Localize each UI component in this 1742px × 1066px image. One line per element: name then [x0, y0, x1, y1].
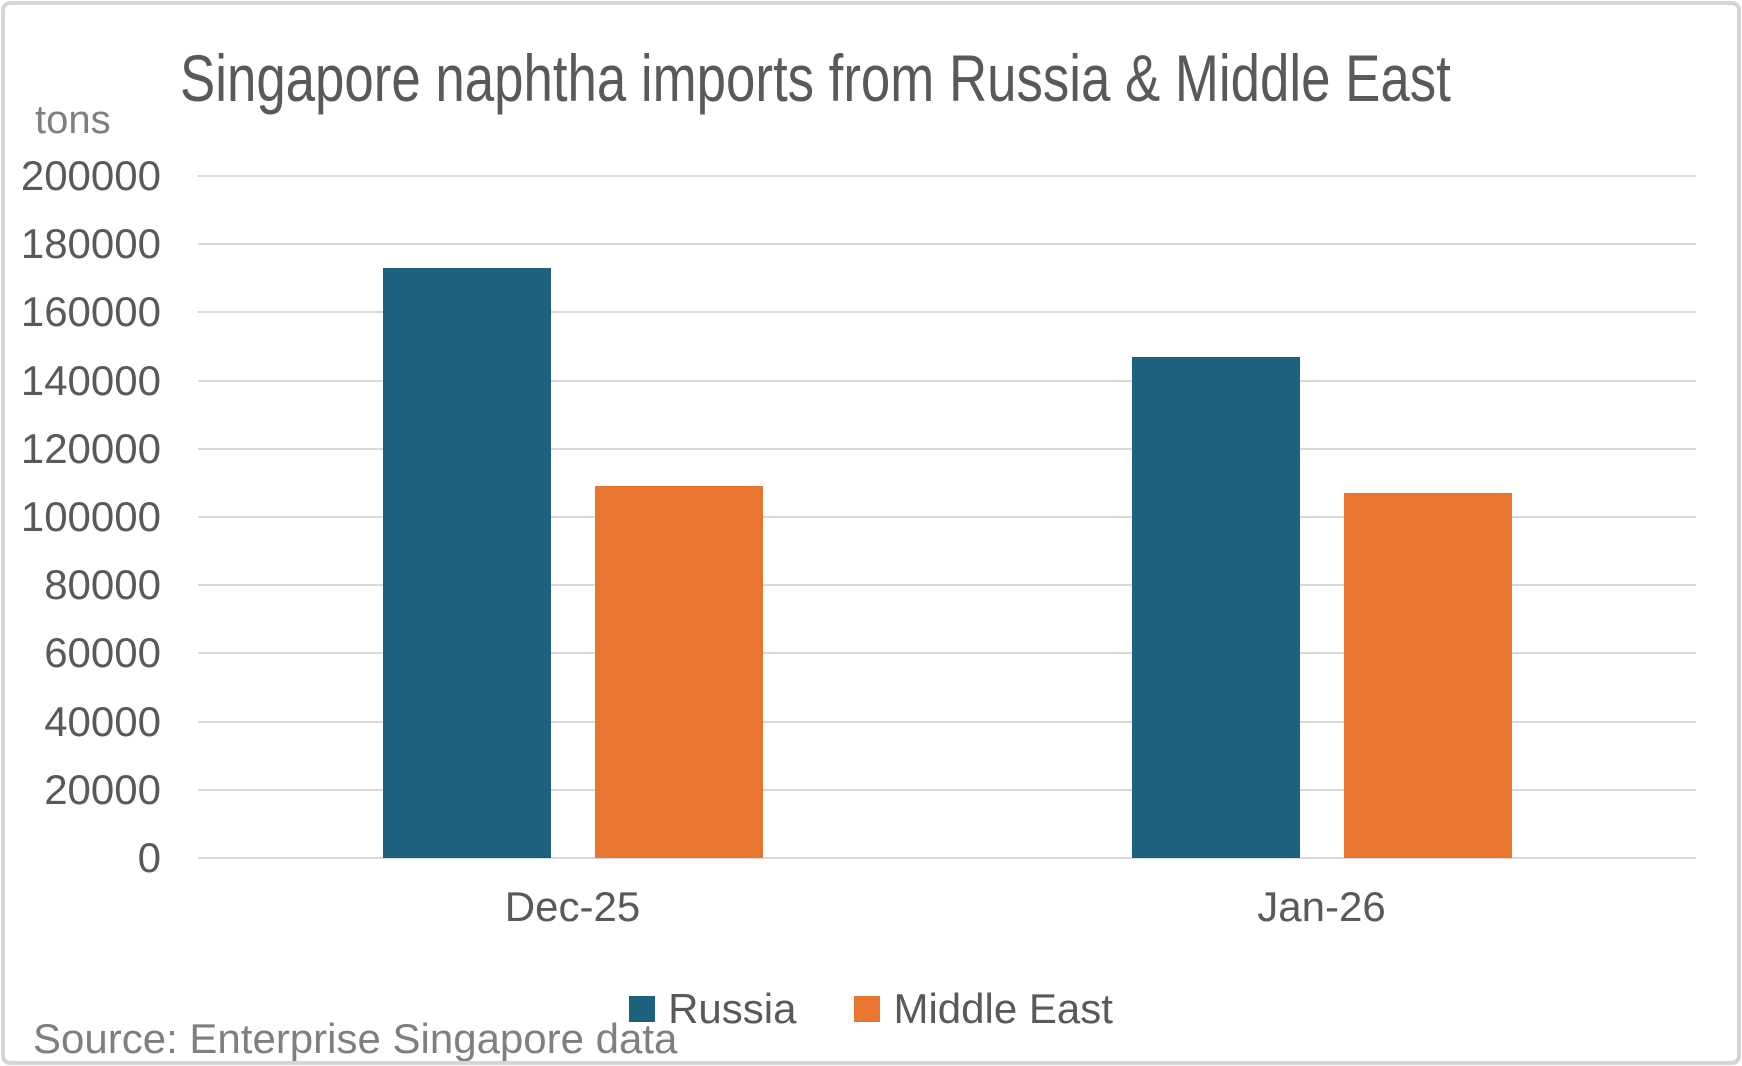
legend-item-middle-east: Middle East	[854, 985, 1113, 1032]
legend-label-middle-east: Middle East	[893, 985, 1113, 1032]
y-tick-label: 160000	[20, 288, 161, 336]
x-tick-label-jan-26: Jan-26	[1257, 883, 1386, 930]
gridline	[198, 652, 1696, 655]
y-axis-unit-label: tons	[35, 98, 111, 142]
gridline	[198, 447, 1696, 450]
legend-item-russia: Russia	[629, 988, 796, 1030]
legend-swatch-russia	[629, 996, 656, 1022]
legend: Russia Middle East	[5, 988, 1737, 1030]
y-tick-label: 100000	[20, 493, 161, 540]
bar-middle-east-dec-25	[594, 486, 763, 858]
y-tick-label: 0	[137, 834, 161, 881]
bar-russia-dec-25	[382, 268, 551, 858]
gridline	[198, 516, 1696, 518]
bar-russia-jan-26	[1131, 356, 1300, 858]
y-tick-label: 120000	[20, 424, 161, 472]
plot-area: 200000 180000 160000 140000 120000 100000 8000…	[21, 155, 1696, 879]
legend-label-russia: Russia	[668, 985, 797, 1032]
legend-swatch-middle-east	[854, 996, 881, 1022]
x-axis: Dec-25 Jan-26	[198, 886, 1696, 936]
bar-middle-east-jan-26	[1343, 493, 1512, 858]
source-note: Source: Enterprise Singapore data	[33, 1015, 678, 1062]
y-tick-label: 140000	[20, 356, 161, 404]
gridline	[198, 788, 1696, 791]
gridline	[198, 175, 1696, 177]
gridline	[198, 584, 1696, 587]
gridline	[198, 720, 1696, 723]
y-tick-label: 60000	[44, 629, 161, 677]
y-tick-label: 80000	[44, 561, 161, 609]
gridline	[198, 311, 1696, 314]
y-tick-label: 40000	[44, 697, 161, 745]
y-tick-label: 200000	[20, 152, 161, 199]
x-tick-label-dec-25: Dec-25	[504, 883, 641, 930]
gridline	[198, 379, 1696, 382]
gridline	[198, 243, 1696, 246]
gridline	[198, 857, 1696, 859]
y-tick-label: 180000	[20, 220, 161, 268]
chart-title: Singapore naphtha imports from Russia & …	[180, 41, 1451, 115]
y-tick-label: 20000	[44, 765, 161, 813]
